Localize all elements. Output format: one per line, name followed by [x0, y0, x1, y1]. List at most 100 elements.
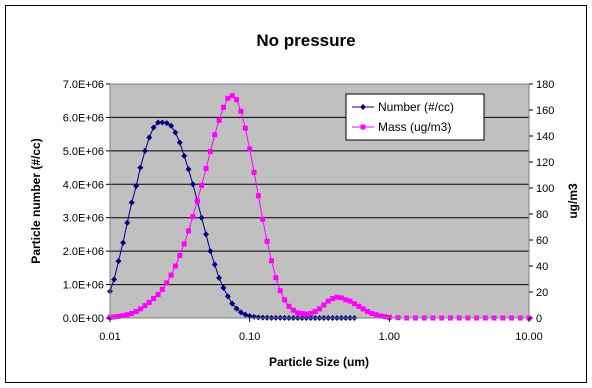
series-1-point-13	[164, 280, 170, 286]
series-0-point-15	[172, 129, 179, 136]
series-1-point-35	[260, 216, 266, 222]
series-1-point-32	[247, 146, 253, 152]
series-0-point-16	[176, 139, 183, 146]
series-1-point-42	[290, 307, 296, 313]
series-0-point-25	[216, 274, 223, 281]
y2-tick-label-1: 20	[536, 287, 548, 299]
series-0-point-11	[155, 119, 162, 126]
series-1-point-30	[238, 108, 244, 114]
series-0-point-3	[120, 239, 127, 246]
series-1-point-12	[159, 286, 165, 292]
y-tick-label-3: 3.0E+06	[63, 213, 104, 225]
x-tick-label-2: 1.00	[379, 331, 400, 343]
y-tick-label-2: 2.0E+06	[63, 246, 104, 258]
series-0-point-1	[111, 276, 118, 283]
x-axis-label: Particle Size (um)	[269, 355, 369, 369]
series-1-point-39	[277, 288, 283, 294]
y2-tick-label-7: 140	[536, 131, 554, 143]
series-1-point-49	[321, 302, 327, 308]
y-axis-label: Particle number (#/cc)	[29, 138, 43, 263]
y-tick-label-0: 0.0E+00	[63, 313, 104, 325]
series-1-point-17	[181, 241, 187, 247]
series-1-point-41	[286, 303, 292, 309]
series-1-point-18	[186, 228, 192, 234]
series-0-point-4	[124, 219, 131, 226]
series-0-point-34	[255, 314, 262, 321]
y-tick-label-7: 7.0E+06	[63, 79, 104, 91]
y-tick-label-6: 6.0E+06	[63, 112, 104, 124]
series-1-point-36	[264, 238, 270, 244]
series-1-point-9	[146, 299, 152, 305]
series-0-point-17	[181, 152, 188, 159]
series-1-point-27	[225, 95, 231, 101]
legend-label-0: Number (#/cc)	[378, 100, 454, 114]
series-0-point-10	[150, 124, 157, 131]
ticks: 0.0E+00 1.0E+06 2.0E+06 3.0E+06 4.0E+06 5.0E+…	[63, 79, 555, 343]
series-1-point-8	[142, 303, 148, 309]
series-0-point-19	[189, 181, 196, 188]
series-0-point-26	[220, 284, 227, 291]
series-1-point-23	[207, 149, 213, 155]
series-1-point-54	[343, 297, 349, 303]
series-1-point-47	[312, 309, 318, 314]
x-tick-label-0: 0.01	[99, 331, 120, 343]
y2-tick-label-4: 80	[536, 209, 548, 221]
series-1-point-22	[203, 166, 209, 171]
series-1-point-16	[177, 253, 183, 259]
y2-tick-label-3: 60	[536, 235, 548, 247]
y2-tick-label-0: 0	[536, 313, 542, 325]
x-tick-label-1: 0.10	[239, 331, 260, 343]
series-1-point-55	[347, 298, 353, 304]
series-1-point-26	[220, 104, 226, 110]
series-1-point-15	[172, 263, 178, 269]
series-1-point-11	[155, 292, 161, 298]
x-tick-label-3: 10.00	[515, 331, 543, 343]
legend-marker-0	[360, 104, 366, 110]
series-1-point-60	[369, 310, 375, 316]
series-1-point-43	[295, 310, 301, 316]
gridlines	[110, 116, 529, 286]
series-0-point-18	[185, 166, 192, 173]
series-1-point-38	[273, 275, 279, 281]
y-tick-label-5: 5.0E+06	[63, 146, 104, 158]
series-1-point-50	[325, 298, 331, 304]
series-1-point-31	[242, 125, 248, 131]
series-0-point-32	[246, 312, 253, 319]
series-0-point-8	[141, 147, 148, 154]
series-0-point-28	[229, 300, 236, 307]
series-0-point-5	[128, 199, 135, 206]
series-0-point-22	[203, 231, 210, 238]
series-1-point-61	[373, 312, 379, 318]
series-1-point-10	[151, 296, 157, 301]
series-0-point-12	[159, 119, 166, 126]
series-1-point-58	[360, 306, 366, 312]
series-1-point-40	[282, 297, 288, 303]
series-1-point-3	[120, 313, 126, 319]
series-1-point-59	[365, 309, 371, 314]
series-1-point-24	[212, 132, 218, 138]
series-1-point-52	[334, 294, 340, 300]
series-0-point-6	[133, 182, 140, 189]
y-tick-label-1: 1.0E+06	[63, 280, 104, 292]
series-0-point-14	[168, 122, 175, 129]
series-0-point-23	[207, 248, 214, 255]
legend-box	[345, 93, 485, 141]
series-1-point-20	[194, 198, 200, 204]
series-1-point-34	[255, 193, 261, 199]
series-1-point-45	[303, 311, 309, 317]
y2-tick-label-6: 120	[536, 157, 554, 169]
axes	[109, 84, 530, 319]
series-0-point-29	[233, 305, 240, 312]
series-1-point-19	[190, 214, 196, 220]
series-0-point-13	[163, 120, 170, 127]
series-1-point-63	[382, 314, 388, 320]
chart-title: No pressure	[256, 31, 355, 50]
series-1-point-51	[330, 296, 336, 301]
y2-axis-label: ug/m3	[566, 183, 580, 219]
series-1-point-57	[356, 303, 362, 309]
series-1-point-7	[137, 306, 143, 312]
y2-tick-label-2: 40	[536, 261, 548, 273]
series-0-point-24	[211, 261, 218, 268]
y-tick-label-4: 4.0E+06	[63, 179, 104, 191]
